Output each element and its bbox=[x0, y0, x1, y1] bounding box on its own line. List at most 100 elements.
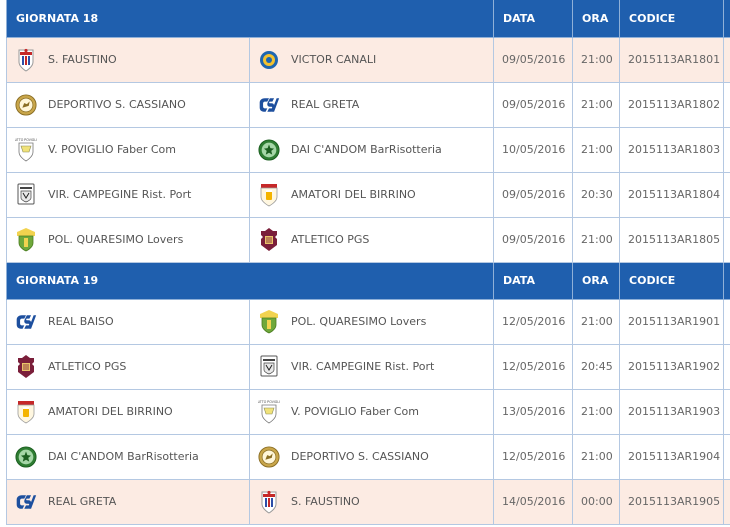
home-team-cell[interactable]: REAL BAISO bbox=[6, 298, 250, 345]
away-team-name[interactable]: DEPORTIVO S. CASSIANO bbox=[291, 450, 429, 463]
match-row[interactable]: S. FAUSTINO VICTOR CANALI 09/05/2016 21:00 2… bbox=[6, 36, 730, 83]
home-team[interactable]: S. FAUSTINO bbox=[15, 48, 241, 72]
away-team-name[interactable]: REAL GRETA bbox=[291, 98, 360, 111]
away-team-cell[interactable]: DEPORTIVO S. CASSIANO bbox=[248, 433, 495, 480]
away-team-cell[interactable]: VIR. CAMPEGINE Rist. Port bbox=[248, 343, 495, 390]
home-team-cell[interactable]: POL. QUARESIMO Lovers bbox=[6, 216, 250, 263]
away-team-name[interactable]: VIR. CAMPEGINE Rist. Port bbox=[291, 360, 435, 373]
away-team-name[interactable]: VICTOR CANALI bbox=[291, 53, 377, 66]
match-row[interactable]: TUTTO POVIGLIO V. POVIGLIO Faber Com DAI C… bbox=[6, 126, 730, 173]
away-team-cell[interactable]: POL. QUARESIMO Lovers bbox=[248, 298, 495, 345]
match-row[interactable]: VIR. CAMPEGINE Rist. Port AMATORI DEL BIR… bbox=[6, 171, 730, 218]
match-time: 20:45 bbox=[572, 343, 621, 390]
away-team-name[interactable]: ATLETICO PGS bbox=[291, 233, 370, 246]
away-team[interactable]: VIR. CAMPEGINE Rist. Port bbox=[258, 355, 485, 379]
round-title: GIORNATA 18 bbox=[5, 0, 495, 38]
campegine-crest-icon bbox=[258, 355, 280, 379]
match-extra-cell bbox=[723, 298, 730, 345]
match-code[interactable]: 2015113AR1802 bbox=[619, 81, 725, 128]
match-date: 12/05/2016 bbox=[493, 298, 574, 345]
away-team-name[interactable]: S. FAUSTINO bbox=[291, 495, 360, 508]
away-team[interactable]: TUTTO POVIGLIO V. POVIGLIO Faber Com bbox=[258, 400, 485, 424]
away-team[interactable]: AMATORI DEL BIRRINO bbox=[258, 183, 485, 207]
home-team-cell[interactable]: TUTTO POVIGLIO V. POVIGLIO Faber Com bbox=[6, 126, 250, 173]
match-code[interactable]: 2015113AR1905 bbox=[619, 478, 725, 525]
home-team-name[interactable]: VIR. CAMPEGINE Rist. Port bbox=[48, 188, 192, 201]
away-team-name[interactable]: AMATORI DEL BIRRINO bbox=[291, 188, 416, 201]
home-team-name[interactable]: REAL GRETA bbox=[48, 495, 117, 508]
home-team[interactable]: REAL GRETA bbox=[15, 490, 241, 514]
match-extra-cell bbox=[723, 216, 730, 263]
home-team[interactable]: REAL BAISO bbox=[15, 310, 241, 334]
home-team-name[interactable]: AMATORI DEL BIRRINO bbox=[48, 405, 173, 418]
away-team-name[interactable]: V. POVIGLIO Faber Com bbox=[291, 405, 419, 418]
home-team-name[interactable]: REAL BAISO bbox=[48, 315, 114, 328]
away-team-cell[interactable]: ATLETICO PGS bbox=[248, 216, 495, 263]
home-team-cell[interactable]: DAI C'ANDOM BarRisotteria bbox=[6, 433, 250, 480]
match-row[interactable]: REAL GRETA S. FAUSTINO 14/05/2016 00:00 2015… bbox=[6, 478, 730, 525]
away-team[interactable]: POL. QUARESIMO Lovers bbox=[258, 309, 485, 334]
home-team-cell[interactable]: VIR. CAMPEGINE Rist. Port bbox=[6, 171, 250, 218]
home-team[interactable]: TUTTO POVIGLIO V. POVIGLIO Faber Com bbox=[15, 138, 241, 162]
away-team-cell[interactable]: REAL GRETA bbox=[248, 81, 495, 128]
home-team[interactable]: AMATORI DEL BIRRINO bbox=[15, 400, 241, 424]
match-time: 21:00 bbox=[572, 81, 621, 128]
home-team-name[interactable]: DEPORTIVO S. CASSIANO bbox=[48, 98, 186, 111]
match-extra-cell bbox=[723, 433, 730, 480]
away-team-name[interactable]: DAI C'ANDOM BarRisotteria bbox=[291, 143, 442, 156]
home-team-cell[interactable]: REAL GRETA bbox=[6, 478, 250, 525]
match-date: 14/05/2016 bbox=[493, 478, 574, 525]
match-code[interactable]: 2015113AR1904 bbox=[619, 433, 725, 480]
home-team-name[interactable]: ATLETICO PGS bbox=[48, 360, 127, 373]
column-header-time: ORA bbox=[572, 0, 621, 38]
home-team-name[interactable]: DAI C'ANDOM BarRisotteria bbox=[48, 450, 199, 463]
home-team-cell[interactable]: AMATORI DEL BIRRINO bbox=[6, 388, 250, 435]
match-code[interactable]: 2015113AR1804 bbox=[619, 171, 725, 218]
match-row[interactable]: POL. QUARESIMO Lovers ATLETICO PGS 09/05/2… bbox=[6, 216, 730, 263]
away-team[interactable]: DAI C'ANDOM BarRisotteria bbox=[258, 138, 485, 162]
match-row[interactable]: REAL BAISO POL. QUARESIMO Lovers 12/05/201… bbox=[6, 298, 730, 345]
home-team-cell[interactable]: S. FAUSTINO bbox=[6, 36, 250, 83]
away-team[interactable]: DEPORTIVO S. CASSIANO bbox=[258, 445, 485, 469]
away-team-cell[interactable]: AMATORI DEL BIRRINO bbox=[248, 171, 495, 218]
away-team[interactable]: S. FAUSTINO bbox=[258, 490, 485, 514]
match-date: 09/05/2016 bbox=[493, 216, 574, 263]
cassiano-crest-icon bbox=[15, 93, 37, 117]
home-team[interactable]: ATLETICO PGS bbox=[15, 354, 241, 379]
csi-logo-icon bbox=[258, 93, 280, 117]
match-code[interactable]: 2015113AR1903 bbox=[619, 388, 725, 435]
csi-logo-icon bbox=[15, 490, 37, 514]
match-code[interactable]: 2015113AR1803 bbox=[619, 126, 725, 173]
match-row[interactable]: ATLETICO PGS VIR. CAMPEGINE Rist. Port 12/… bbox=[6, 343, 730, 390]
match-code[interactable]: 2015113AR1901 bbox=[619, 298, 725, 345]
home-team[interactable]: VIR. CAMPEGINE Rist. Port bbox=[15, 183, 241, 207]
home-team[interactable]: DAI C'ANDOM BarRisotteria bbox=[15, 445, 241, 469]
svg-text:TUTTO POVIGLIO: TUTTO POVIGLIO bbox=[15, 138, 37, 142]
match-row[interactable]: DAI C'ANDOM BarRisotteria DEPORTIVO S. CA… bbox=[6, 433, 730, 480]
quaresimo-crest-icon bbox=[15, 227, 37, 252]
candom-crest-icon bbox=[258, 138, 280, 162]
match-extra-cell bbox=[723, 36, 730, 83]
away-team[interactable]: ATLETICO PGS bbox=[258, 227, 485, 252]
home-team-cell[interactable]: DEPORTIVO S. CASSIANO bbox=[6, 81, 250, 128]
away-team-cell[interactable]: S. FAUSTINO bbox=[248, 478, 495, 525]
match-code[interactable]: 2015113AR1805 bbox=[619, 216, 725, 263]
away-team-name[interactable]: POL. QUARESIMO Lovers bbox=[291, 315, 427, 328]
match-row[interactable]: DEPORTIVO S. CASSIANO REAL GRETA 09/05/201… bbox=[6, 81, 730, 128]
away-team-cell[interactable]: TUTTO POVIGLIO V. POVIGLIO Faber Com bbox=[248, 388, 495, 435]
match-code[interactable]: 2015113AR1801 bbox=[619, 36, 725, 83]
home-team[interactable]: POL. QUARESIMO Lovers bbox=[15, 227, 241, 252]
away-team[interactable]: VICTOR CANALI bbox=[258, 48, 485, 72]
home-team-name[interactable]: S. FAUSTINO bbox=[48, 53, 117, 66]
home-team-cell[interactable]: ATLETICO PGS bbox=[6, 343, 250, 390]
home-team-name[interactable]: V. POVIGLIO Faber Com bbox=[48, 143, 176, 156]
match-row[interactable]: AMATORI DEL BIRRINO TUTTO POVIGLIO V. POVI… bbox=[6, 388, 730, 435]
away-team[interactable]: REAL GRETA bbox=[258, 93, 485, 117]
away-team-cell[interactable]: DAI C'ANDOM BarRisotteria bbox=[248, 126, 495, 173]
home-team[interactable]: DEPORTIVO S. CASSIANO bbox=[15, 93, 241, 117]
match-code[interactable]: 2015113AR1902 bbox=[619, 343, 725, 390]
home-team-name[interactable]: POL. QUARESIMO Lovers bbox=[48, 233, 184, 246]
away-team-cell[interactable]: VICTOR CANALI bbox=[248, 36, 495, 83]
match-date: 13/05/2016 bbox=[493, 388, 574, 435]
